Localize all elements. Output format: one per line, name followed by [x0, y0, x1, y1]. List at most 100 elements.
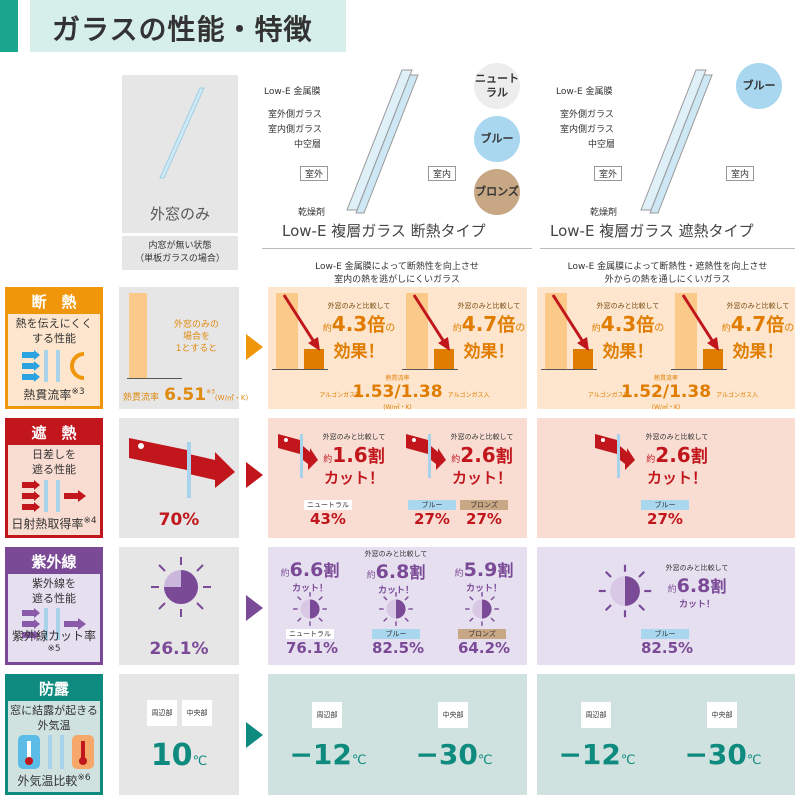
cut-value: 2.6	[460, 443, 496, 467]
reduced-heat-bar	[434, 349, 454, 369]
color-bronze: ブロンズ	[474, 169, 520, 215]
percent-value: 64.2%	[458, 639, 511, 657]
color-tag: ブルー	[641, 629, 689, 639]
shield-type-solar-cell: 外窓のみと比較して 約2.6割 カット！ ブルー 27%	[537, 418, 795, 538]
decrease-arrow-icon	[282, 294, 320, 351]
effect-label: 効果！	[333, 342, 385, 362]
approx: 約	[366, 571, 376, 581]
edge-dew-value: −12℃	[547, 738, 647, 771]
label: 熱貫流率	[123, 393, 160, 403]
times-value: 4.3	[331, 312, 368, 336]
single-pane-header: 外窓のみ	[122, 75, 238, 233]
color-tag: ニュートラル	[304, 500, 352, 510]
shield-type-dew-cell: 周辺部 中央部 −12℃ −30℃	[537, 674, 795, 795]
category-condensation: 防露 窓に結露が起きる 外気温 外気温比較※6	[5, 674, 103, 795]
desc-line: する性能	[32, 331, 76, 345]
unit: ℃	[192, 754, 208, 769]
category-desc: 熱を伝えにくく する性能	[8, 317, 100, 347]
title-accent	[0, 0, 18, 52]
cut-value: 6.6	[289, 559, 324, 581]
uv-arrows-icon	[22, 608, 86, 640]
cut-value: 5.9	[463, 559, 498, 581]
page-title: ガラスの性能・特徴	[30, 0, 346, 52]
uv-sun-icon	[293, 592, 327, 626]
divider	[262, 248, 532, 249]
value: −30	[684, 738, 747, 771]
compare-text: 外窓のみと比較して	[457, 302, 521, 310]
reduced-heat-bar	[304, 349, 324, 369]
cut-label: カット！	[465, 584, 502, 594]
edge-dew-value: −12℃	[278, 738, 378, 771]
wari: 割	[409, 563, 426, 582]
note-line: 場合を	[182, 332, 210, 343]
effect-text: 外窓のみと比較して 約4.7倍の 効果！	[450, 301, 528, 362]
category-footer: 外気温比較※6	[8, 772, 100, 789]
label-desiccant: 乾燥剤	[298, 208, 326, 218]
category-title: 紫外線	[8, 550, 100, 574]
color-tag: ブルー	[408, 500, 456, 510]
arrow-right-icon	[246, 722, 263, 748]
heat-bar	[129, 293, 147, 378]
percent-value: 27%	[466, 510, 502, 528]
cut-text: 外窓のみと比較して 約1.6割 カット！	[314, 432, 394, 488]
effect-label: 効果！	[732, 342, 784, 362]
unit: ℃	[477, 753, 493, 768]
single-dew-value: 10℃	[119, 738, 239, 773]
desc-line: Low-E 金属膜によって断熱性を向上させ	[315, 262, 479, 272]
baseline	[272, 369, 328, 370]
baseline-heat-bar	[276, 293, 298, 369]
approx: 約	[667, 585, 677, 595]
desc-line: 紫外線を	[32, 577, 76, 590]
u-label: 熱貫流率	[385, 375, 410, 382]
wari: 割	[497, 561, 514, 580]
double-glazing-icon	[346, 69, 419, 214]
footnote: ※3	[71, 387, 85, 397]
value: −12	[289, 738, 352, 771]
approx: 約	[591, 324, 601, 334]
single-u-value: 熱貫流率 6.51※3(W/㎡・K)	[123, 385, 248, 405]
sun-ray-arrow-icon	[129, 438, 235, 498]
approx: 約	[452, 324, 462, 334]
color-tag: ブルー	[372, 629, 420, 639]
category-title: 防露	[8, 677, 100, 701]
cut-value: 6.8	[375, 561, 410, 583]
single-pane-name: 外窓のみ	[149, 205, 210, 223]
footer-text: 日射熱取得率	[11, 517, 84, 531]
baseline-note: 外窓のみの 場合を 1とすると	[159, 319, 234, 355]
decrease-arrow-icon	[551, 294, 589, 351]
desc-line: 熱を伝えにくく	[15, 317, 93, 330]
times-value: 4.7	[461, 312, 498, 336]
u-value: 1.53/1.38	[352, 382, 443, 402]
gas-in-label: アルゴンガス入	[447, 392, 490, 399]
decrease-arrow-icon	[681, 294, 719, 351]
color-tag: ブルー	[641, 500, 689, 510]
desc-line: 遮る性能	[32, 462, 76, 476]
category-desc: 日差しを 遮る性能	[8, 448, 100, 478]
arrow-right-icon	[246, 462, 263, 488]
compare-text: 外窓のみと比較して	[364, 550, 428, 558]
times-value: 4.3	[600, 312, 637, 336]
particle: の	[385, 323, 396, 334]
cut-label: カット！	[377, 586, 414, 596]
category-uv: 紫外線 紫外線を 遮る性能 紫外線カット率※5	[5, 547, 103, 665]
sun-ray-arrow-icon	[278, 434, 318, 478]
percent-value: 82.5%	[372, 639, 425, 657]
thermometers-icon	[18, 735, 94, 769]
note-line: （単板ガラスの場合）	[135, 253, 225, 264]
shield-type-header: Low-E 金属膜 室外側ガラス 室内側ガラス 中空層 室外 室内 乾燥剤 ブル…	[540, 60, 795, 250]
single-dew-cell: 周辺部 中央部 10℃	[119, 674, 239, 795]
percent-value: 27%	[647, 510, 683, 528]
insulation-type-dew-cell: 周辺部 中央部 −12℃ −30℃	[268, 674, 527, 795]
percent-value: 76.1%	[286, 639, 339, 657]
uv-cut-text: 約6.6割 カット！	[270, 557, 350, 594]
footnote: ※3	[206, 388, 215, 396]
reduced-heat-bar	[573, 349, 593, 369]
glass-pane-icon	[159, 87, 205, 179]
effect-label: 効果！	[602, 342, 654, 362]
color-tag: ニュートラル	[286, 629, 334, 639]
wari: 割	[690, 447, 708, 467]
uv-cut-text: 外窓のみと比較して 約6.8割 カット！	[657, 563, 737, 610]
heat-flow-icon	[22, 350, 85, 382]
insulation-type-header: Low-E 金属膜 室外側ガラス 室内側ガラス 中空層 室外 室内 乾燥剤 ニュ…	[262, 60, 532, 250]
times-unit: 倍	[636, 315, 655, 336]
